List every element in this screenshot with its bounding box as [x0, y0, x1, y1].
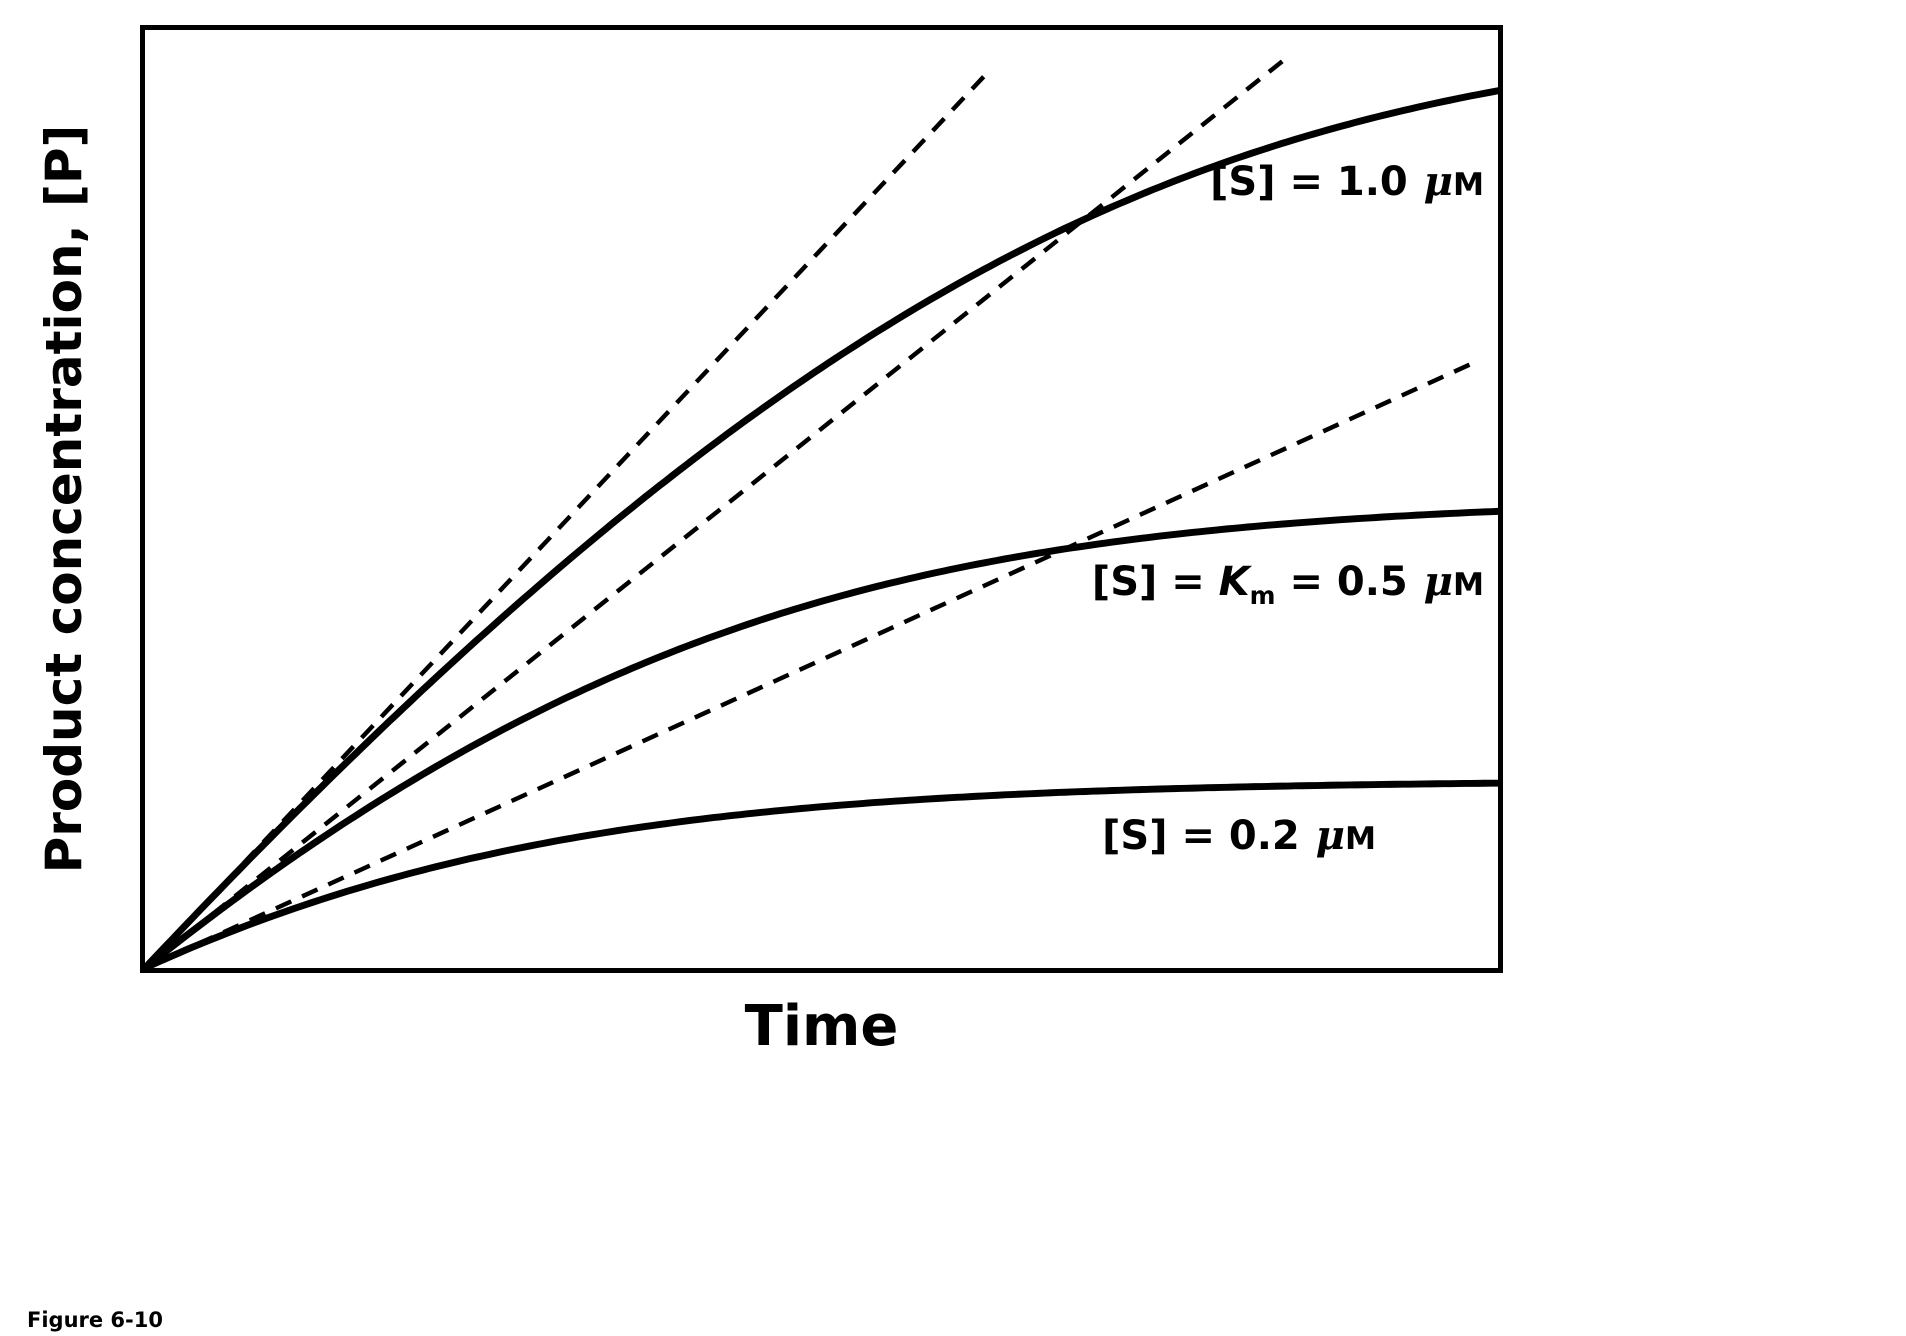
km-variable: K	[1218, 559, 1250, 605]
label-text-segment: [S] = 1.0	[1210, 159, 1422, 205]
label-text-segment: [S] =	[1091, 559, 1219, 605]
molar-unit: M	[1452, 567, 1484, 603]
y-axis-label: Product concentration, [P]	[35, 124, 93, 874]
molar-unit: M	[1452, 167, 1484, 203]
mu-symbol: μ	[1315, 812, 1345, 859]
label-text-segment: = 0.5	[1275, 559, 1422, 605]
plot-area: [S] = 1.0 μM [S] = Km = 0.5 μM [S] = 0.2…	[140, 25, 1503, 973]
initial-velocity-tangent	[145, 362, 1472, 968]
curve-label-km-0.5: [S] = Km = 0.5 μM	[1092, 558, 1484, 610]
curve-label-s-0.2: [S] = 0.2 μM	[1102, 812, 1376, 859]
molar-unit: M	[1344, 821, 1376, 857]
curve-label-s-1.0: [S] = 1.0 μM	[1210, 158, 1484, 205]
mu-symbol: μ	[1423, 158, 1453, 205]
figure-caption: Figure 6-10	[27, 1308, 163, 1332]
plot-canvas	[145, 54, 1498, 968]
progress-curve	[145, 507, 1498, 968]
progress-curve	[145, 87, 1498, 968]
mu-symbol: μ	[1423, 558, 1453, 605]
km-subscript: m	[1249, 581, 1276, 610]
label-text-segment: [S] = 0.2	[1102, 813, 1314, 859]
initial-velocity-tangent	[145, 54, 1290, 968]
progress-curve	[145, 779, 1498, 968]
x-axis-label: Time	[744, 994, 899, 1059]
